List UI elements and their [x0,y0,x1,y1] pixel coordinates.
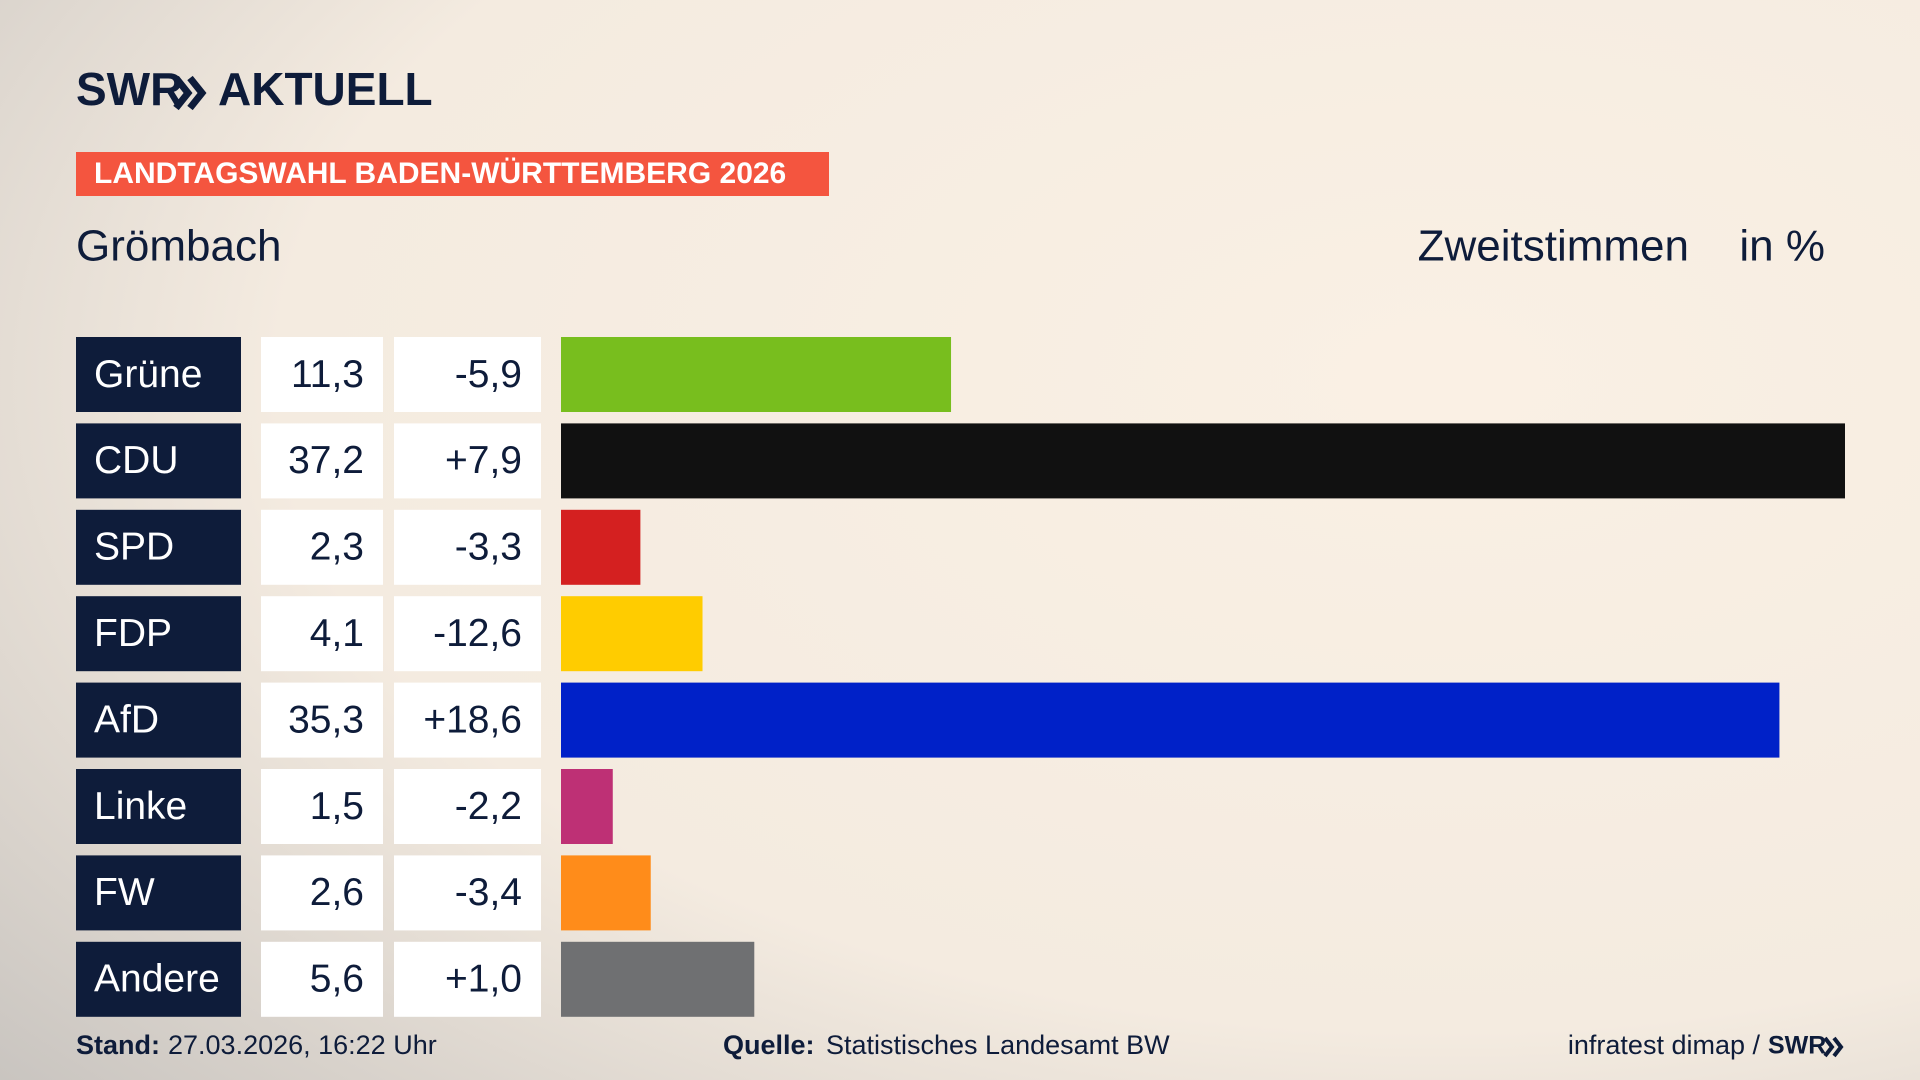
logo-aktuell: AKTUELL [218,63,433,115]
party-name: FW [94,871,155,914]
change-box [394,941,541,1017]
kicker: LANDTAGSWAHL BADEN-WÜRTTEMBERG 2026 [94,157,786,190]
change-label: -5,9 [455,353,522,396]
measure: Zweitstimmen [1418,222,1689,271]
value-label: 1,5 [310,785,364,828]
party-box [76,509,241,585]
logo-chevrons [173,75,207,111]
party-box [76,682,241,758]
bar [561,941,755,1017]
change-box [394,855,541,931]
change-label: +1,0 [445,958,522,1001]
change-box [394,596,541,672]
credit-brand: SWR [1768,1032,1826,1060]
change-label: -3,3 [455,526,522,569]
logo-swr: SWR [76,63,183,115]
region-title: Grömbach [76,222,281,271]
value-box [261,509,383,585]
bar [561,337,952,412]
unit: in % [1739,222,1825,271]
source: Statistisches Landesamt BW [826,1030,1170,1060]
value-label: 37,2 [288,439,364,482]
party-name: CDU [94,439,179,482]
party-name: FDP [94,612,172,655]
change-box [394,509,541,585]
date: 27.03.2026, 16:22 Uhr [168,1030,437,1060]
kicker-box [76,152,829,196]
bar [561,509,641,585]
value-box [261,769,383,844]
value-label: 2,3 [310,526,364,569]
bar [561,423,1845,499]
change-label: -12,6 [433,612,522,655]
credit-chevrons [1823,1036,1844,1058]
party-name: Linke [94,785,187,828]
change-box [394,423,541,499]
bar [561,855,651,931]
party-box [76,337,241,412]
party-name: Grüne [94,353,202,396]
value-box [261,596,383,672]
source-label: Quelle: [723,1030,815,1060]
party-name: Andere [94,958,220,1001]
value-label: 35,3 [288,698,364,741]
change-label: +7,9 [445,439,522,482]
party-name: SPD [94,526,174,569]
change-box [394,769,541,844]
bar [561,682,1780,758]
value-box [261,941,383,1017]
value-label: 5,6 [310,958,364,1001]
bar [561,769,613,844]
party-box [76,941,241,1017]
change-box [394,337,541,412]
value-box [261,855,383,931]
party-box [76,423,241,499]
party-box [76,596,241,672]
party-box [76,855,241,931]
bar [561,596,703,672]
change-label: +18,6 [423,698,522,741]
value-box [261,337,383,412]
change-label: -3,4 [455,871,522,914]
value-label: 4,1 [310,612,364,655]
party-name: AfD [94,698,159,741]
value-box [261,682,383,758]
value-label: 2,6 [310,871,364,914]
date-label: Stand: [76,1030,160,1060]
change-box [394,682,541,758]
credit: infratest dimap / [1568,1030,1761,1060]
value-box [261,423,383,499]
value-label: 11,3 [291,353,364,396]
change-label: -2,2 [455,785,522,828]
party-box [76,769,241,844]
